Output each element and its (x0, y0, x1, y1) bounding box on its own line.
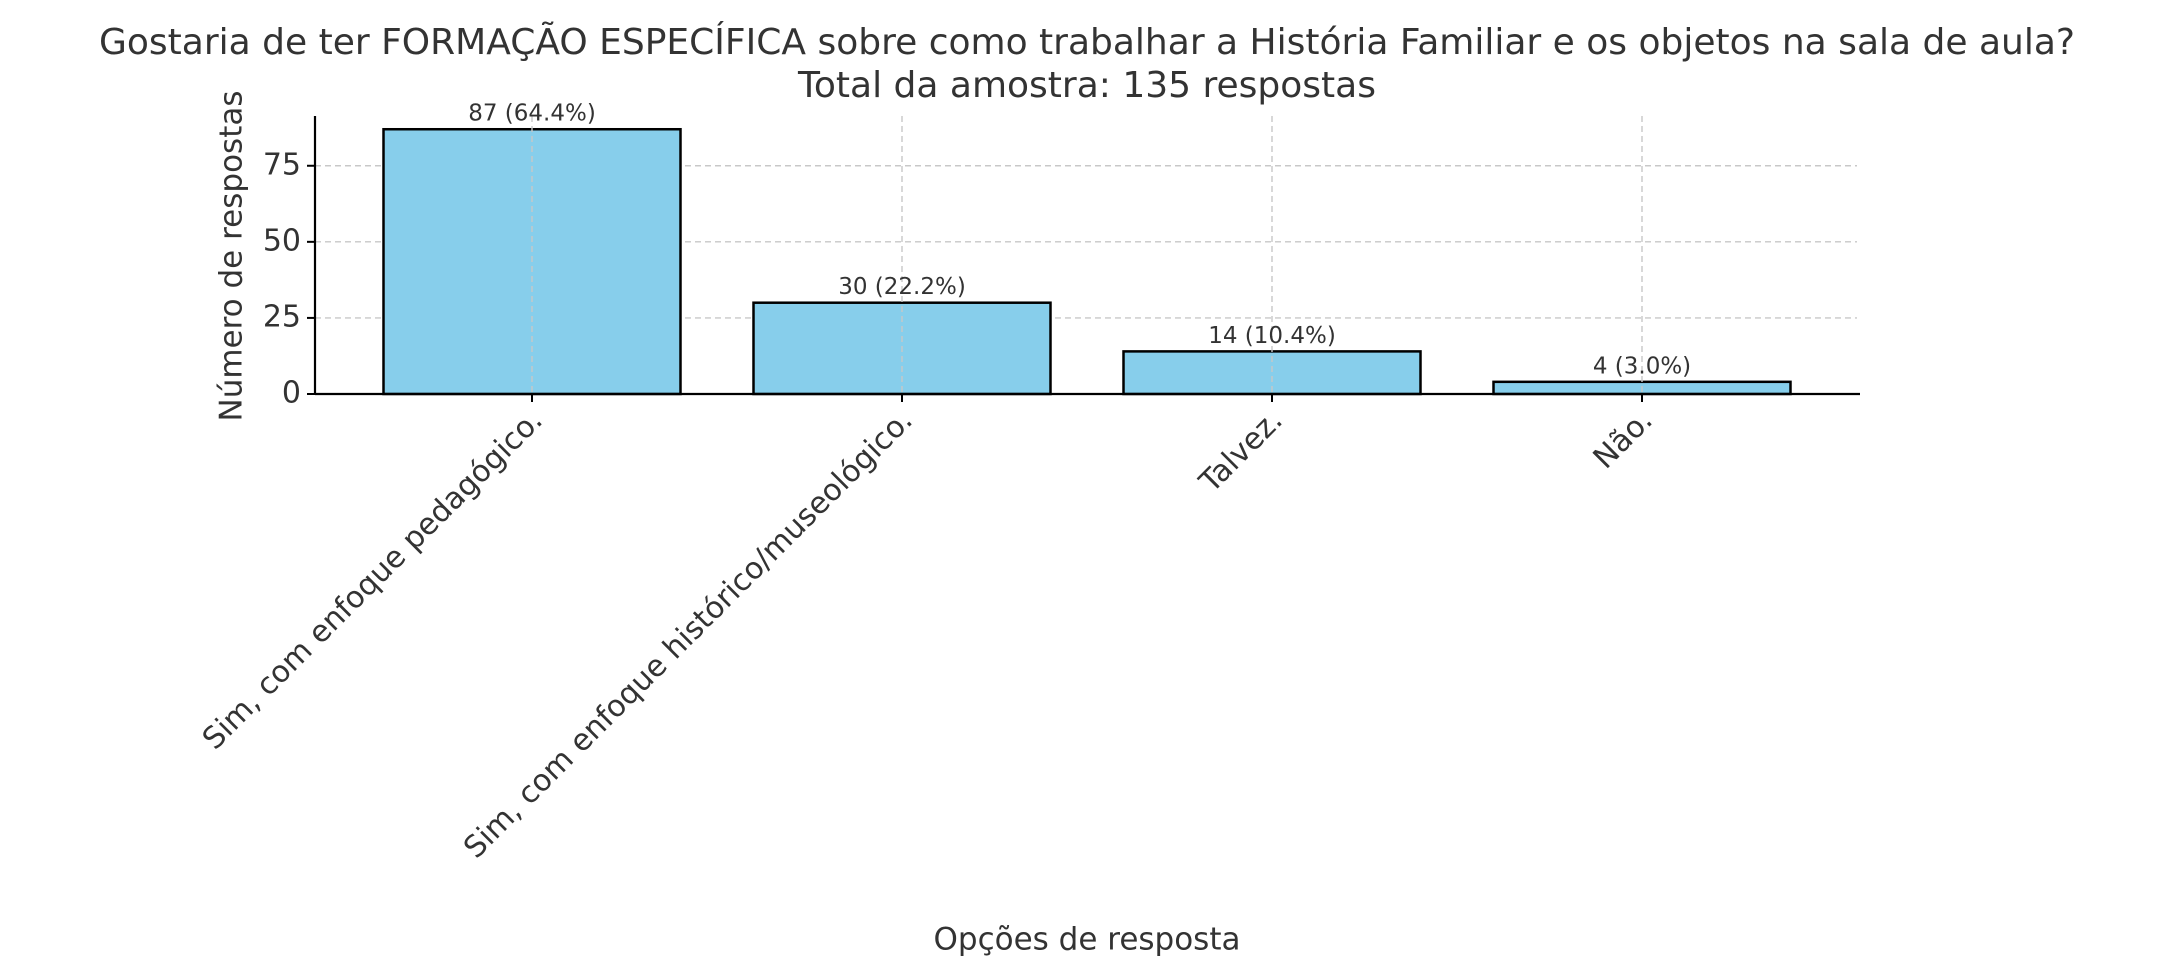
chart-subtitle: Total da amostra: 135 respostas (797, 65, 1376, 106)
x-tick-label: Sim, com enfoque histórico/museológico. (457, 403, 919, 865)
x-tick-label: Não. (1587, 403, 1660, 476)
value-label: 30 (22.2%) (838, 274, 966, 300)
x-axis-label: Opções de resposta (933, 922, 1240, 958)
value-label: 87 (64.4%) (468, 101, 596, 127)
y-tick-label: 25 (263, 299, 301, 334)
y-tick-label: 75 (263, 147, 301, 182)
x-tick-label: Talvez. (1192, 403, 1289, 500)
value-label: 4 (3.0%) (1593, 353, 1691, 379)
value-label: 14 (10.4%) (1208, 323, 1336, 349)
y-tick-label: 0 (282, 376, 301, 411)
y-tick-label: 50 (263, 223, 301, 258)
y-axis-label: Número de respostas (214, 91, 250, 422)
x-tick-label: Sim, com enfoque pedagógico. (196, 403, 550, 757)
chart-title: Gostaria de ter FORMAÇÃO ESPECÍFICA sobr… (99, 21, 2075, 63)
